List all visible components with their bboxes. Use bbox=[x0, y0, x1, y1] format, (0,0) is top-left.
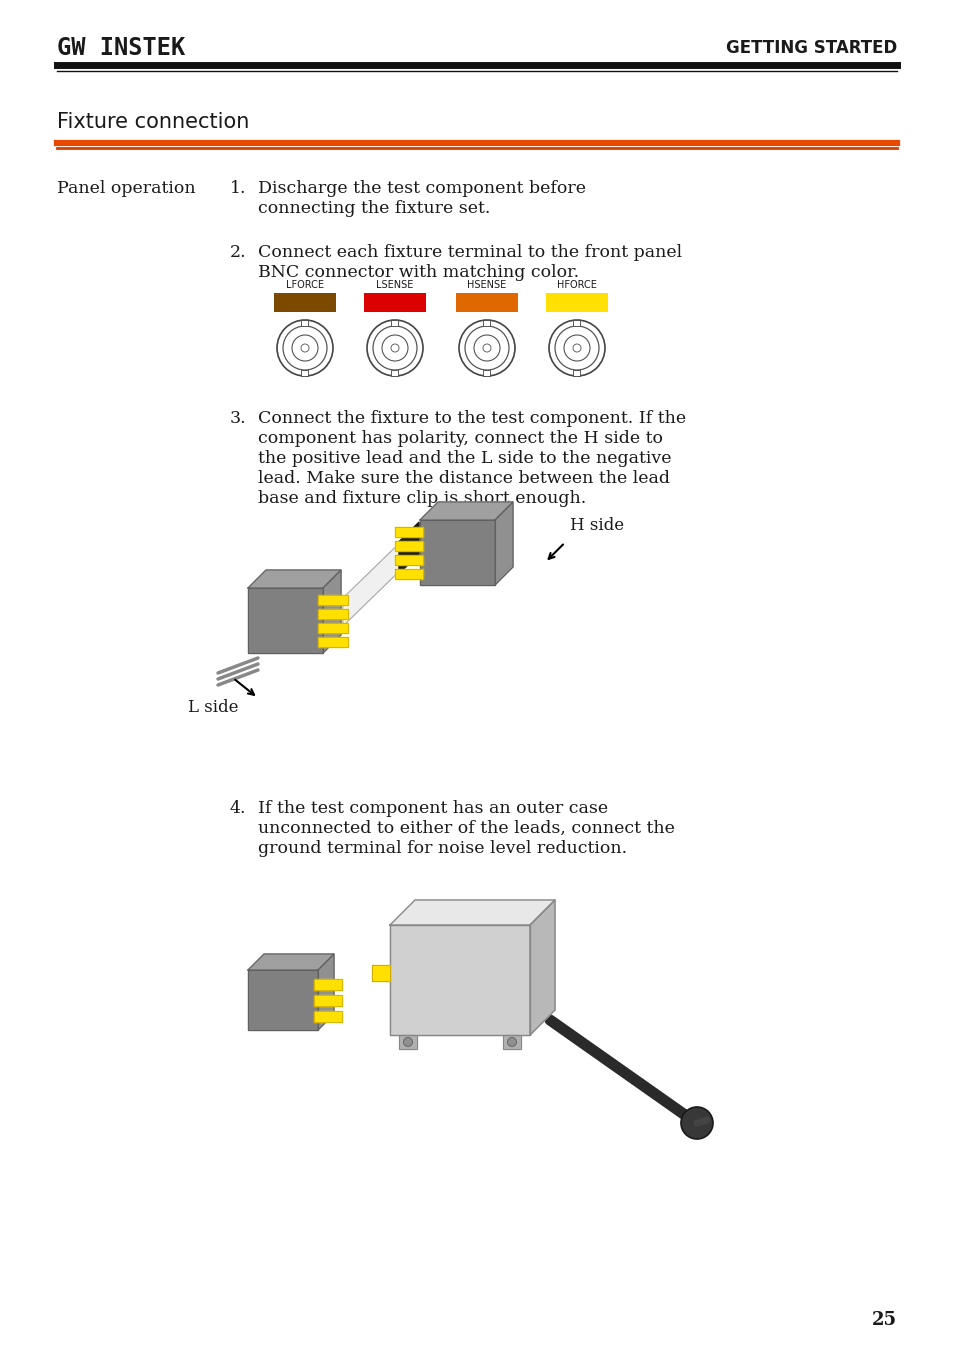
Bar bbox=[364, 293, 426, 312]
Polygon shape bbox=[530, 900, 555, 1035]
Polygon shape bbox=[248, 954, 334, 970]
Circle shape bbox=[292, 335, 317, 362]
Text: Connect each fixture terminal to the front panel: Connect each fixture terminal to the fro… bbox=[257, 244, 681, 260]
Bar bbox=[483, 370, 490, 376]
Polygon shape bbox=[314, 978, 341, 990]
Text: unconnected to either of the leads, connect the: unconnected to either of the leads, conn… bbox=[257, 820, 674, 836]
Circle shape bbox=[367, 320, 422, 376]
Polygon shape bbox=[317, 622, 348, 633]
Polygon shape bbox=[395, 568, 422, 579]
Text: 4.: 4. bbox=[230, 800, 246, 817]
Text: 1.: 1. bbox=[230, 179, 246, 197]
Bar bbox=[301, 370, 308, 376]
Polygon shape bbox=[398, 1035, 416, 1050]
Circle shape bbox=[482, 344, 491, 352]
Bar bbox=[573, 320, 579, 326]
Polygon shape bbox=[372, 965, 390, 981]
Text: 3.: 3. bbox=[230, 410, 247, 428]
Text: H side: H side bbox=[569, 517, 623, 533]
Text: 25: 25 bbox=[871, 1311, 896, 1329]
Bar bbox=[274, 293, 335, 312]
Circle shape bbox=[474, 335, 499, 362]
Text: Discharge the test component before: Discharge the test component before bbox=[257, 179, 585, 197]
Polygon shape bbox=[317, 595, 348, 604]
Circle shape bbox=[403, 1037, 412, 1047]
Circle shape bbox=[458, 320, 515, 376]
Text: If the test component has an outer case: If the test component has an outer case bbox=[257, 800, 607, 817]
Circle shape bbox=[680, 1108, 712, 1139]
Polygon shape bbox=[390, 925, 530, 1035]
Polygon shape bbox=[398, 522, 418, 573]
Text: ground terminal for noise level reduction.: ground terminal for noise level reductio… bbox=[257, 840, 626, 857]
Text: L side: L side bbox=[188, 700, 238, 716]
Polygon shape bbox=[343, 527, 415, 626]
Text: lead. Make sure the distance between the lead: lead. Make sure the distance between the… bbox=[257, 469, 669, 487]
Text: Fixture connection: Fixture connection bbox=[57, 112, 249, 132]
Circle shape bbox=[283, 326, 327, 370]
Circle shape bbox=[301, 344, 309, 352]
Text: 2.: 2. bbox=[230, 244, 247, 260]
Circle shape bbox=[391, 344, 398, 352]
Bar bbox=[391, 320, 398, 326]
Polygon shape bbox=[502, 1035, 520, 1050]
Polygon shape bbox=[390, 900, 555, 925]
Polygon shape bbox=[317, 954, 334, 1031]
Text: GW INSTEK: GW INSTEK bbox=[57, 36, 185, 59]
Circle shape bbox=[276, 320, 333, 376]
Polygon shape bbox=[314, 994, 341, 1005]
Text: Panel operation: Panel operation bbox=[57, 179, 195, 197]
Circle shape bbox=[464, 326, 509, 370]
Bar bbox=[456, 293, 517, 312]
Polygon shape bbox=[395, 541, 422, 550]
Text: HSENSE: HSENSE bbox=[467, 281, 506, 290]
Polygon shape bbox=[419, 502, 513, 519]
Circle shape bbox=[373, 326, 416, 370]
Text: connecting the fixture set.: connecting the fixture set. bbox=[257, 200, 490, 217]
Bar bbox=[483, 320, 490, 326]
Bar bbox=[545, 293, 607, 312]
Circle shape bbox=[507, 1037, 516, 1047]
Text: base and fixture clip is short enough.: base and fixture clip is short enough. bbox=[257, 490, 586, 507]
Text: LFORCE: LFORCE bbox=[286, 281, 324, 290]
Polygon shape bbox=[248, 571, 340, 588]
Polygon shape bbox=[323, 571, 340, 653]
Text: GETTING STARTED: GETTING STARTED bbox=[725, 39, 896, 57]
Polygon shape bbox=[314, 1010, 341, 1021]
Polygon shape bbox=[248, 970, 317, 1031]
Circle shape bbox=[573, 344, 580, 352]
Text: the positive lead and the L side to the negative: the positive lead and the L side to the … bbox=[257, 451, 671, 467]
Circle shape bbox=[563, 335, 589, 362]
Text: component has polarity, connect the H side to: component has polarity, connect the H si… bbox=[257, 430, 662, 447]
Polygon shape bbox=[317, 637, 348, 646]
Polygon shape bbox=[395, 526, 422, 537]
Circle shape bbox=[381, 335, 408, 362]
Polygon shape bbox=[395, 554, 422, 564]
Text: LSENSE: LSENSE bbox=[375, 281, 414, 290]
Polygon shape bbox=[495, 502, 513, 585]
Bar bbox=[573, 370, 579, 376]
Bar bbox=[391, 370, 398, 376]
Text: BNC connector with matching color.: BNC connector with matching color. bbox=[257, 264, 578, 281]
Polygon shape bbox=[248, 588, 323, 653]
Circle shape bbox=[548, 320, 604, 376]
Bar bbox=[301, 320, 308, 326]
Text: HFORCE: HFORCE bbox=[557, 281, 597, 290]
Polygon shape bbox=[317, 608, 348, 618]
Circle shape bbox=[555, 326, 598, 370]
Polygon shape bbox=[419, 519, 495, 585]
Text: Connect the fixture to the test component. If the: Connect the fixture to the test componen… bbox=[257, 410, 685, 428]
